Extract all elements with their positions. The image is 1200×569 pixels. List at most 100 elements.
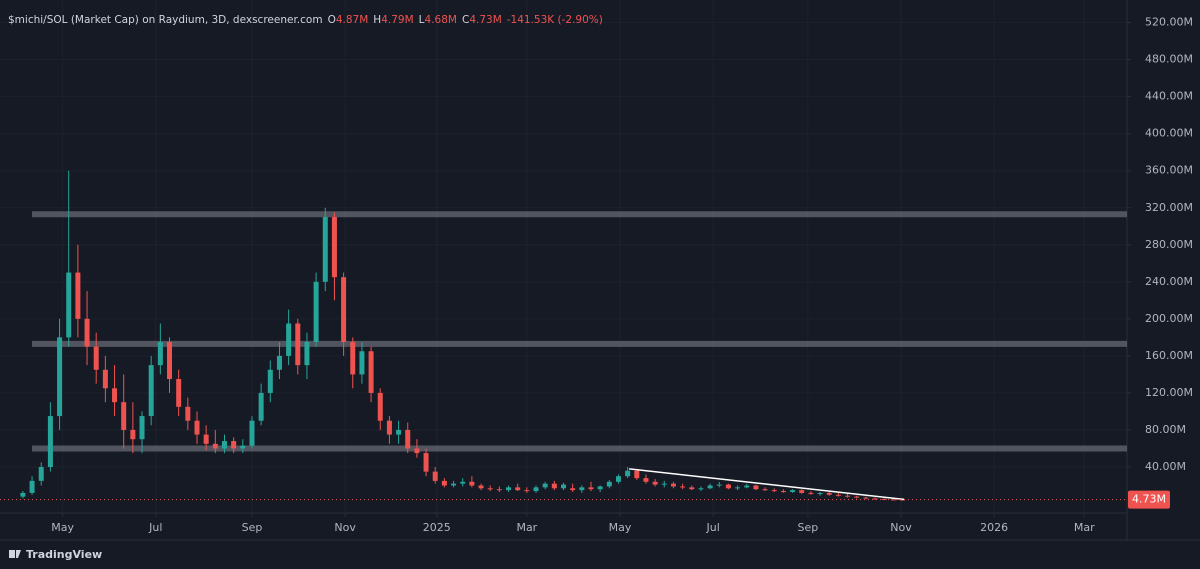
candle-body bbox=[194, 420, 200, 435]
candle-body bbox=[643, 478, 649, 482]
candle-body bbox=[377, 392, 383, 421]
candle-body bbox=[29, 480, 35, 493]
candle-body bbox=[689, 487, 695, 490]
candle-body bbox=[185, 406, 191, 421]
candle-body bbox=[460, 481, 466, 484]
candle-body bbox=[84, 318, 90, 347]
header: $michi/SOL (Market Cap) on Raydium, 3D, … bbox=[8, 14, 603, 26]
last-price-label: 4.73M bbox=[1132, 493, 1166, 506]
brand: TradingView bbox=[26, 548, 102, 561]
candle-body bbox=[423, 453, 429, 472]
header-part: 4.68M bbox=[425, 14, 457, 26]
candle-body bbox=[725, 484, 731, 489]
candle-body bbox=[286, 323, 292, 356]
trend-line bbox=[629, 468, 905, 501]
x-tick-label: Mar bbox=[516, 521, 537, 534]
candle-body bbox=[900, 499, 906, 501]
candle-body bbox=[524, 490, 530, 492]
header-part: O bbox=[328, 14, 336, 26]
candle-body bbox=[157, 342, 163, 366]
candle-body bbox=[551, 483, 557, 489]
candle-body bbox=[707, 485, 713, 489]
y-tick-label: 120.00M bbox=[1145, 386, 1193, 399]
candle-body bbox=[670, 483, 676, 487]
candle-body bbox=[240, 445, 246, 449]
x-tick-label: Sep bbox=[242, 521, 263, 534]
header-part: -141.53K (-2.90%) bbox=[507, 14, 603, 26]
candle-body bbox=[579, 487, 585, 491]
y-tick-label: 80.00M bbox=[1145, 423, 1186, 436]
candle-body bbox=[652, 481, 658, 485]
candle-body bbox=[139, 416, 145, 440]
candle-body bbox=[597, 486, 603, 490]
candle-body bbox=[515, 487, 521, 491]
candle-body bbox=[112, 388, 118, 403]
candle-body bbox=[615, 476, 621, 482]
header-part: L bbox=[419, 14, 425, 26]
candle-body bbox=[441, 480, 447, 486]
y-tick-label: 200.00M bbox=[1145, 312, 1193, 325]
candle-body bbox=[167, 342, 173, 380]
candle-body bbox=[386, 420, 392, 435]
y-tick-label: 160.00M bbox=[1145, 349, 1193, 362]
candle-body bbox=[826, 492, 832, 495]
x-tick-label: Nov bbox=[334, 521, 356, 534]
y-tick-label: 440.00M bbox=[1145, 90, 1193, 103]
candle-body bbox=[661, 483, 667, 485]
x-tick-label: Jul bbox=[148, 521, 162, 534]
candle-body bbox=[102, 369, 108, 389]
candle-body bbox=[854, 496, 860, 498]
candle-body bbox=[771, 490, 777, 492]
y-tick-label: 240.00M bbox=[1145, 275, 1193, 288]
header-part: 4.79M bbox=[381, 14, 413, 26]
y-tick-label: 400.00M bbox=[1145, 127, 1193, 140]
candle-body bbox=[762, 489, 768, 491]
candle-body bbox=[780, 491, 786, 493]
candle-body bbox=[203, 434, 209, 444]
candle-body bbox=[799, 490, 805, 493]
candle-body bbox=[396, 429, 402, 435]
candle-body bbox=[93, 346, 99, 370]
candle-body bbox=[341, 277, 347, 343]
candle-body bbox=[148, 365, 154, 417]
brand-logo bbox=[9, 550, 21, 558]
candle-body bbox=[716, 484, 722, 486]
x-tick-label: Sep bbox=[797, 521, 818, 534]
candle-body bbox=[496, 489, 502, 491]
header-part: 4.87M bbox=[336, 14, 368, 26]
candle-body bbox=[249, 420, 255, 446]
candle-body bbox=[368, 351, 374, 393]
candle-body bbox=[359, 351, 365, 375]
y-tick-label: 360.00M bbox=[1145, 164, 1193, 177]
candle-body bbox=[176, 379, 182, 407]
candle-body bbox=[212, 443, 218, 449]
candle-body bbox=[414, 448, 420, 454]
header-part: C bbox=[462, 14, 469, 26]
candle-body bbox=[790, 490, 796, 492]
y-tick-label: 280.00M bbox=[1145, 238, 1193, 251]
candle-body bbox=[322, 217, 328, 282]
y-tick-label: 40.00M bbox=[1145, 460, 1186, 473]
x-tick-label: May bbox=[51, 521, 74, 534]
candle-body bbox=[625, 470, 631, 477]
candle-body bbox=[478, 485, 484, 489]
candle-body bbox=[451, 483, 457, 486]
candle-body bbox=[808, 492, 814, 494]
candle-body bbox=[350, 342, 356, 375]
last-price-box bbox=[1128, 490, 1170, 509]
candle-body bbox=[744, 485, 750, 488]
candle-body bbox=[753, 485, 759, 490]
candle-body bbox=[561, 484, 566, 489]
header-part: $michi/SOL (Market Cap) on Raydium, 3D, … bbox=[8, 14, 323, 26]
candle-body bbox=[276, 355, 282, 370]
candle-body bbox=[606, 481, 612, 487]
candle-body bbox=[817, 492, 823, 494]
candle-body bbox=[863, 497, 869, 499]
y-tick-label: 520.00M bbox=[1145, 16, 1193, 29]
candle-body bbox=[130, 429, 136, 440]
candle-body bbox=[331, 217, 337, 278]
candle-body bbox=[469, 481, 475, 486]
candle-body bbox=[57, 337, 63, 417]
candle-body bbox=[267, 369, 273, 393]
